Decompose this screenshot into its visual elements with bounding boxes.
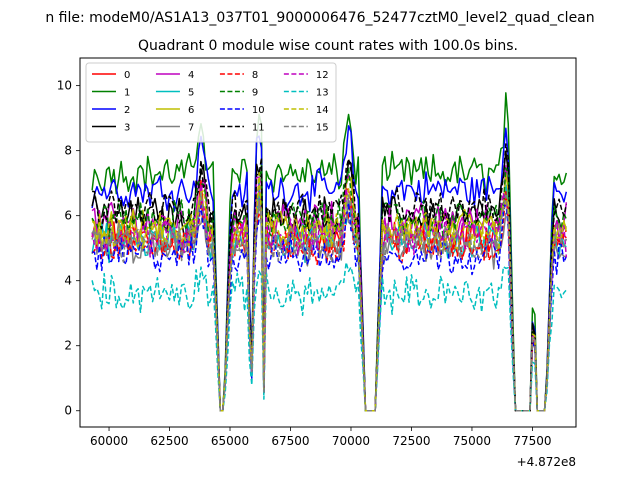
figure-suptitle: n file: modeM0/AS1A13_037T01_9000006476_… — [45, 10, 594, 26]
legend-label-8: 8 — [252, 70, 258, 81]
plot-area: 60000 62500 65000 67500 70000 72500 75000 77500… — [57, 57, 577, 469]
legend-label-10: 10 — [252, 105, 265, 116]
legend-box — [85, 62, 337, 143]
series-line-10 — [92, 200, 568, 412]
legend-label-2: 2 — [124, 105, 130, 116]
x-tick-label: 60000 — [90, 434, 128, 448]
y-tick-label: 4 — [64, 274, 72, 288]
legend-label-7: 7 — [188, 123, 194, 134]
legend-label-0: 0 — [124, 70, 130, 81]
series-line-2 — [91, 125, 568, 412]
series-line-1 — [91, 92, 568, 412]
legend-label-12: 12 — [316, 70, 329, 81]
series-line-14 — [92, 172, 568, 412]
legend-label-5: 5 — [188, 88, 194, 99]
x-tick-label: 62500 — [150, 434, 188, 448]
x-tick-label: 67500 — [271, 434, 309, 448]
legend-label-6: 6 — [188, 105, 194, 116]
y-tick-label: 8 — [64, 144, 72, 158]
x-tick-label: 75000 — [453, 434, 491, 448]
x-tick-label: 77500 — [513, 434, 551, 448]
legend-label-15: 15 — [316, 123, 329, 134]
axes-frame — [79, 57, 577, 428]
x-axis: 60000 62500 65000 67500 70000 72500 75000 77500 — [90, 427, 552, 448]
legend-label-3: 3 — [124, 123, 130, 134]
series-line-13 — [91, 261, 567, 412]
x-tick-label: 65000 — [211, 434, 249, 448]
x-tick-label: 70000 — [332, 434, 370, 448]
series-line-11 — [92, 143, 568, 412]
chart-title: Quadrant 0 module wise count rates with … — [138, 38, 518, 54]
y-tick-label: 0 — [64, 404, 72, 418]
y-tick-label: 10 — [57, 79, 72, 93]
y-axis: 0 2 4 6 8 10 — [57, 79, 80, 418]
legend-label-9: 9 — [252, 88, 258, 99]
series-layer — [91, 92, 568, 412]
legend-label-11: 11 — [252, 123, 265, 134]
legend-label-14: 14 — [316, 105, 329, 116]
x-offset-text: +4.872e8 — [517, 455, 576, 469]
y-tick-label: 2 — [64, 339, 72, 353]
legend-label-13: 13 — [316, 88, 329, 99]
series-line-15 — [91, 192, 568, 412]
legend-label-1: 1 — [124, 88, 130, 99]
legend-label-4: 4 — [188, 70, 194, 81]
x-tick-label: 72500 — [392, 434, 430, 448]
y-tick-label: 6 — [64, 209, 72, 223]
